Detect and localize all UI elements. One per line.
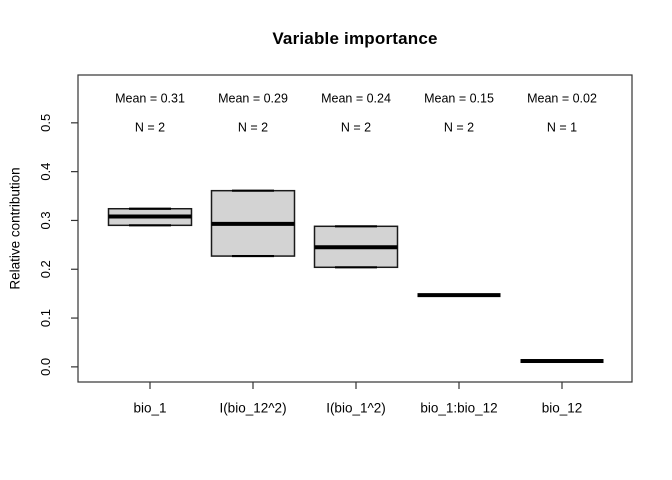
n-annotation: N = 2 (135, 121, 165, 135)
chart-title: Variable importance (272, 29, 438, 48)
n-annotation: N = 2 (341, 121, 371, 135)
x-category-label: I(bio_12^2) (219, 401, 286, 416)
y-tick-label: 0.4 (38, 163, 53, 181)
y-tick-label: 0.5 (38, 114, 53, 132)
y-tick-label: 0.3 (38, 211, 53, 229)
collapsed-box-median (417, 293, 501, 298)
mean-annotation: Mean = 0.15 (424, 92, 494, 106)
x-category-label: bio_12 (542, 401, 583, 416)
x-category-label: bio_1:bio_12 (420, 401, 497, 416)
collapsed-box-median (520, 359, 604, 364)
x-category-label: bio_1 (133, 401, 166, 416)
plot-frame (77, 74, 633, 383)
n-annotation: N = 2 (444, 121, 474, 135)
mean-annotation: Mean = 0.29 (218, 92, 288, 106)
n-annotation: N = 2 (238, 121, 268, 135)
y-tick-label: 0.2 (38, 260, 53, 278)
mean-annotation: Mean = 0.31 (115, 92, 185, 106)
x-category-label: I(bio_1^2) (326, 401, 386, 416)
n-annotation: N = 1 (547, 121, 577, 135)
y-tick-label: 0.1 (38, 309, 53, 327)
y-tick-label: 0.0 (38, 358, 53, 376)
mean-annotation: Mean = 0.24 (321, 92, 391, 106)
mean-annotation: Mean = 0.02 (527, 92, 597, 106)
